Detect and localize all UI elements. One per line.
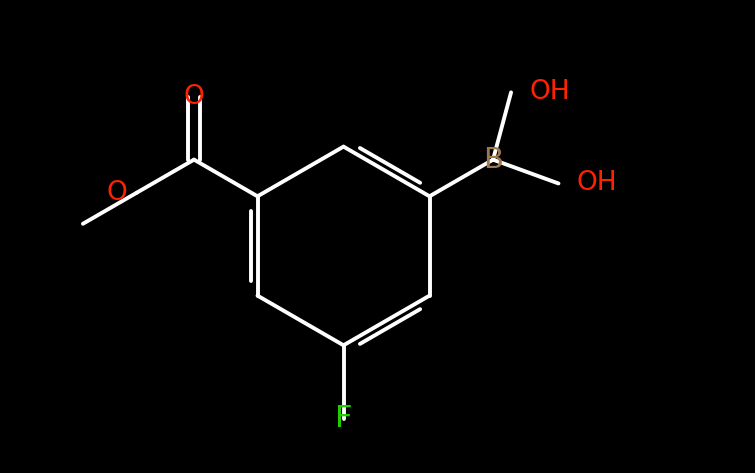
Text: OH: OH <box>577 170 617 196</box>
Text: B: B <box>483 146 503 174</box>
Text: O: O <box>183 84 205 110</box>
Text: F: F <box>334 404 353 433</box>
Text: O: O <box>106 180 127 206</box>
Text: OH: OH <box>529 79 570 105</box>
